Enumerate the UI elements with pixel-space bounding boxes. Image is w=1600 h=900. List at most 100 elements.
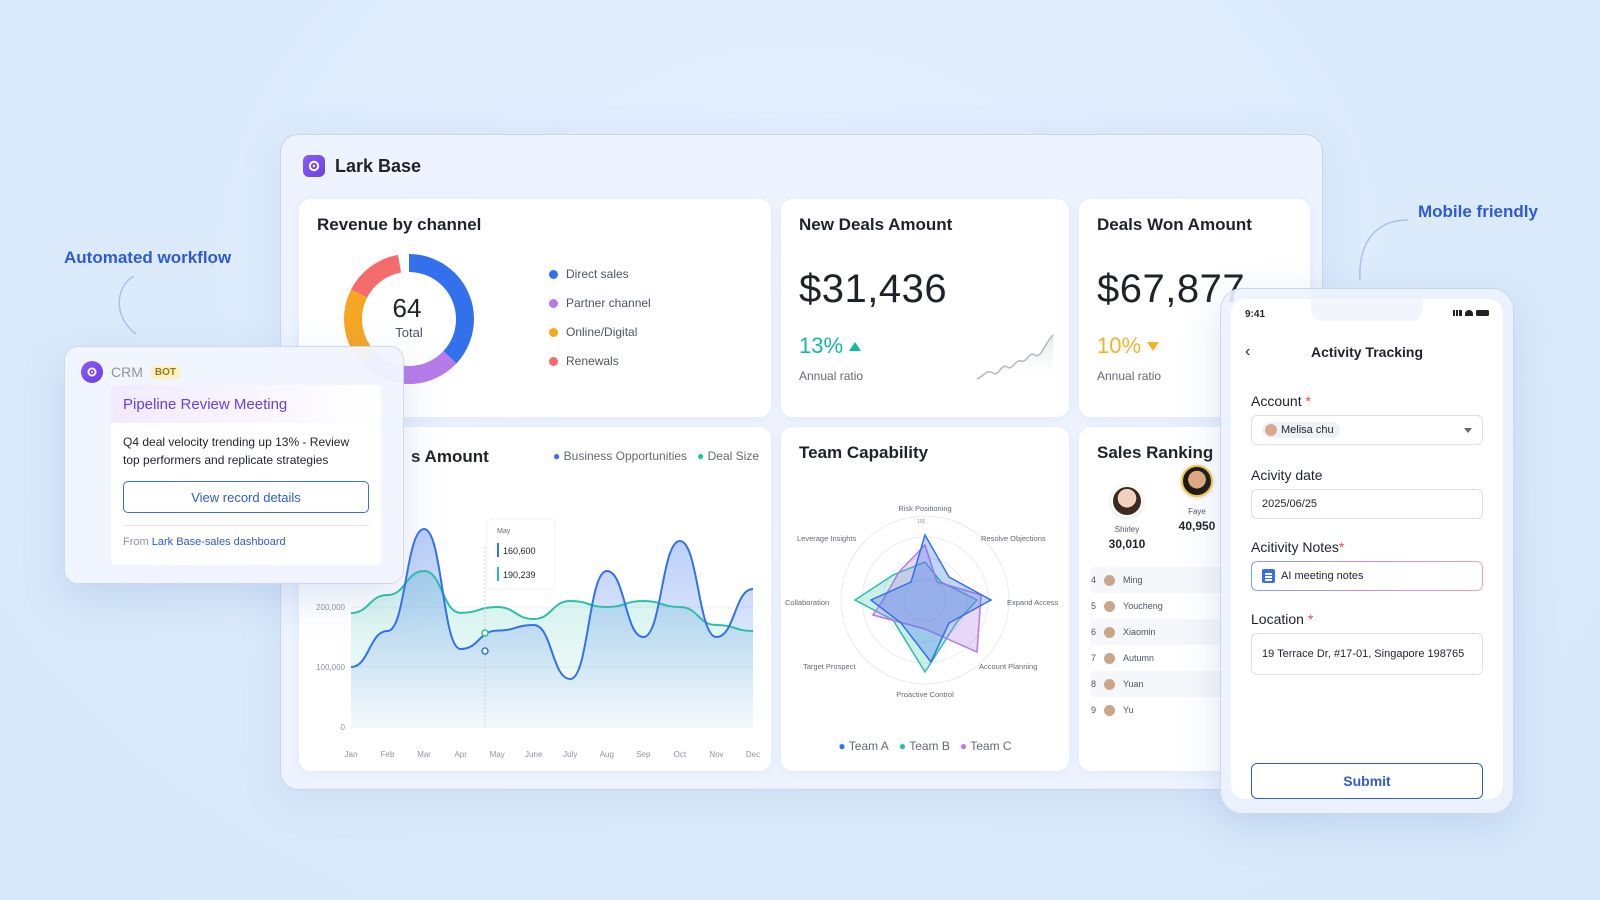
location-value: 19 Terrace Dr, #17-01, Singapore 198765 [1262,648,1465,660]
podium-value: 40,950 [1178,519,1216,533]
avatar [1104,626,1116,638]
revenue-card-title: Revenue by channel [317,215,482,234]
submit-button[interactable]: Submit [1251,763,1483,799]
tooltip-value-2: 190,239 [503,570,536,580]
avatar [1104,652,1116,664]
y-tick-label: 200,000 [316,603,345,612]
legend-label: Business Opportunities [563,449,688,463]
podium-name: Faye [1188,507,1206,516]
rank-number: 6 [1091,627,1097,637]
series-line-business-opportunities [350,527,754,681]
donut-total-value: 64 [393,293,422,323]
activity-notes-field[interactable]: AI meeting notes [1251,561,1483,591]
legend-label: Team B [909,739,950,753]
radar-axis-label: Target Prospect [803,662,856,671]
radar-axis-label: Proactive Control [896,690,954,699]
window-title: Lark Base [335,155,422,176]
view-record-details-button[interactable]: View record details [123,481,369,513]
required-mark: * [1305,393,1311,409]
phone-page-title: Activity Tracking [1310,344,1424,360]
legend-item-team-a[interactable]: ● Team A [838,739,889,753]
rank-number: 4 [1091,575,1097,585]
rank-number: 9 [1091,705,1097,715]
legend-item[interactable]: Online/Digital [549,325,651,339]
legend-dot [549,327,558,337]
avatar [1265,424,1277,436]
deals-won-ratio: 10% [1097,333,1160,359]
legend-item[interactable]: Renewals [549,354,651,368]
legend-item-deal-size[interactable]: ● Deal Size [697,449,759,463]
legend-item[interactable]: Partner channel [549,296,651,310]
y-tick-label: 0 [341,723,346,732]
deals-won-title: Deals Won Amount [1097,215,1252,234]
rank-name: Ming [1123,575,1143,585]
radar-team-a [869,533,993,664]
mobile-device: 9:41 ‹ Activity Tracking Account * Melis… [1220,288,1514,814]
team-capability-card[interactable]: Team Capability 100 Risk Positioning Res… [781,427,1069,771]
legend-item-business-opportunities[interactable]: ● Business Opportunities [553,449,688,463]
crm-message: Q4 deal velocity trending up 13% - Revie… [123,435,350,467]
notes-label: Acitivity Notes* [1251,539,1345,555]
x-tick-label: Feb [381,750,395,759]
window-header: Lark Base [303,155,421,177]
callout-connector [118,275,137,335]
legend-item-team-c[interactable]: ● Team C [959,739,1012,753]
x-tick-label: Mar [417,750,431,759]
dashboard-window: Lark Base Revenue by channel 64 Total Di… [280,134,1323,790]
radar-axis-label: Expand Access [1007,598,1059,607]
activity-date-field[interactable]: 2025/06/25 [1251,489,1483,519]
status-icons [1453,310,1489,316]
avatar [1104,600,1116,612]
legend-item[interactable]: Direct sales [549,267,651,281]
new-deals-title: New Deals Amount [799,215,953,234]
ranking-row[interactable]: 9 Yu [1091,697,1301,723]
donut-slice-direct-sales [344,254,474,384]
legend-item-team-b[interactable]: ● Team B [898,739,950,753]
required-mark: * [1338,539,1345,555]
avatar [1104,704,1116,716]
chart-tooltip: May 160,600 190,239 [486,518,556,590]
account-select[interactable]: Melisa chu [1251,415,1483,445]
avatar [1104,574,1116,586]
document-icon [1262,569,1275,583]
radar-axis-label: Risk Positioning [898,504,951,513]
bot-badge: BOT [150,365,180,379]
legend-label: Partner channel [566,296,651,310]
x-tick-label: Jan [345,750,358,759]
legend-dot [549,298,558,308]
new-deals-pct: 13% [799,333,844,358]
y-tick-label: 100,000 [316,663,345,672]
amount-line-chart[interactable]: 200,000 100,000 0 Jan Feb Mar Apr May June July A… [299,427,771,771]
tooltip-month: May [497,528,511,535]
mobile-screen: 9:41 ‹ Activity Tracking Account * Melis… [1231,299,1503,799]
x-tick-label: Aug [600,750,614,759]
new-deals-ratio: 13% [799,333,862,359]
radar-axis-label: Resolve Objections [981,534,1046,543]
battery-icon [1476,310,1489,316]
radar-scale-max: 100 [917,519,926,525]
sales-ranking-title: Sales Ranking [1097,443,1214,462]
divider [123,525,369,526]
rank-number: 7 [1091,653,1097,663]
lark-base-logo-icon [303,155,325,177]
podium-value: 30,010 [1108,537,1146,551]
donut-slice-online-digital [344,254,474,384]
ranking-row[interactable]: 7 Autumn [1091,645,1301,671]
legend-label: Team C [970,739,1012,753]
avatar [1111,485,1143,517]
back-chevron-icon[interactable]: ‹ [1245,343,1251,360]
ranking-row[interactable]: 5 Youcheng [1091,593,1301,619]
new-deals-card[interactable]: New Deals Amount $31,436 13% Annual rati… [781,199,1069,417]
team-radar-chart[interactable]: 100 Risk Positioning Resolve Objections … [781,467,1069,737]
crm-name: CRM [111,364,143,380]
account-value: Melisa chu [1281,424,1334,436]
crm-source-link[interactable]: Lark Base-sales dashboard [151,536,286,548]
automated-workflow-callout: Automated workflow [64,248,232,267]
revenue-donut-chart[interactable]: 64 Total [339,249,479,389]
location-field[interactable]: 19 Terrace Dr, #17-01, Singapore 198765 [1251,633,1483,675]
trend-down-icon [1147,341,1160,351]
new-deals-sparkline [976,334,1054,385]
radar-team-b [853,561,979,674]
rank-name: Yu [1123,705,1134,715]
crm-bot-logo-icon [81,361,103,383]
